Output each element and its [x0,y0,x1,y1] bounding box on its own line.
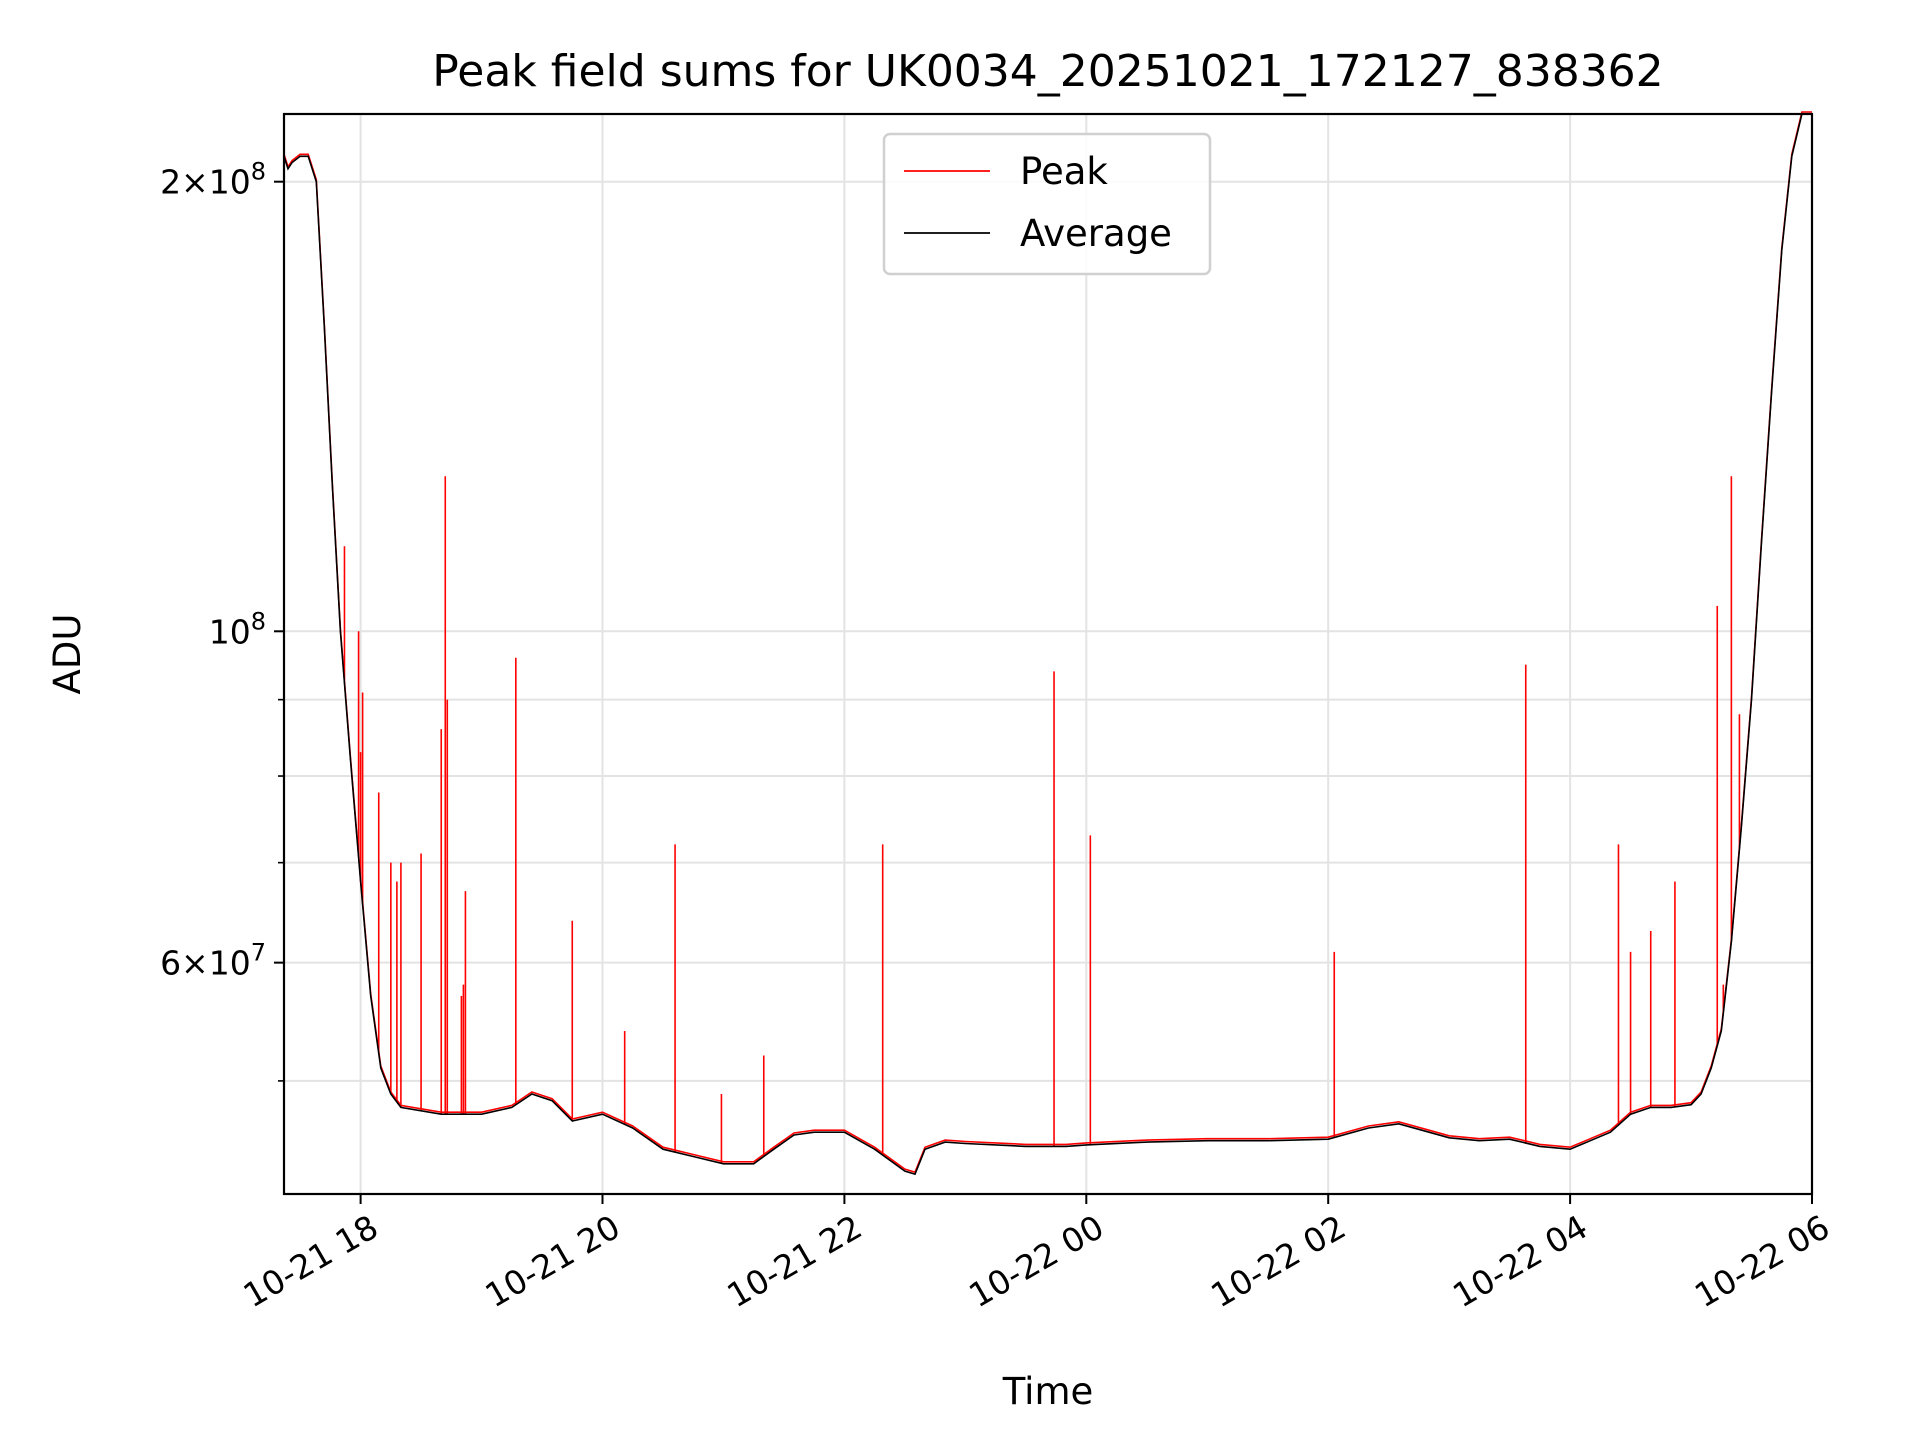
legend-label-peak: Peak [1020,150,1108,193]
y-tick-mantissa: 6× [160,944,209,983]
legend-label-average: Average [1020,212,1172,255]
series-layer [283,111,1812,1176]
plot-frame [282,112,1814,1196]
y-tick-label: 108 [209,607,266,651]
legend: Peak Average [882,132,1212,276]
y-tick-exponent: 8 [251,158,266,186]
y-tick-label: 6×107 [160,939,266,983]
chart-title: Peak field sums for UK0034_20251021_1721… [432,46,1663,97]
y-tick-base: 10 [209,163,251,202]
y-tick-mantissa: 2× [160,163,209,202]
average-series-line [283,113,1812,1176]
y-tick-base: 10 [209,944,251,983]
y-tick-label: 2×108 [160,158,266,202]
legend-box [882,132,1212,276]
y-axis-label: ADU [46,614,89,695]
y-tick-exponent: 7 [251,939,266,967]
x-axis-label: Time [1002,1370,1094,1413]
y-tick-base: 10 [209,612,251,651]
grid [284,114,1813,1194]
y-tick-exponent: 8 [251,607,266,635]
